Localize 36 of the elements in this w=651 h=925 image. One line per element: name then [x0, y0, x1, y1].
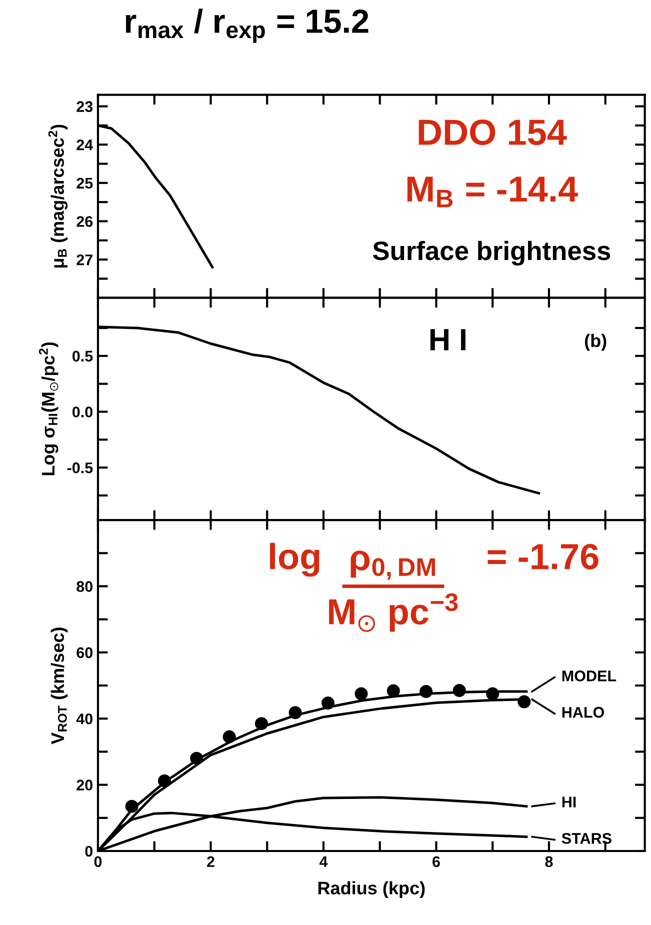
x-axis-title: Radius (kpc) [318, 881, 425, 898]
annotation: M$_{B}$ = -14.4 [407, 176, 578, 208]
x-tick-label: 6 [432, 856, 440, 868]
y-tick-label: 0.5 [72, 350, 93, 362]
x-tick-label: 2 [207, 856, 214, 867]
y-axis-title: V$_{ROT}$ (km/sec) [50, 628, 68, 744]
y-tick-label: 25 [76, 178, 93, 189]
y-tick-label: 26 [76, 216, 93, 227]
annotation: Surface brightness [372, 240, 610, 266]
legend-label: HALO [562, 706, 604, 718]
y-tick-label: 80 [76, 581, 92, 592]
annotation: log [270, 542, 320, 577]
annotation: (b) [584, 334, 606, 351]
legend-label: HI [562, 796, 576, 808]
legend-label: MODEL [562, 670, 616, 682]
y-axis-title: μ$_{B}$ (mag/arcsec$^{2}$) [48, 124, 68, 268]
y-tick-label: 27 [76, 254, 92, 266]
y-tick-label: 0.0 [72, 406, 92, 418]
annotation: ρ$_{0,DM}$ [350, 550, 435, 580]
chart-title: r$_{max}$ / r$_{exp}$ = 15.2 [126, 8, 368, 43]
y-tick-label: -0.5 [67, 462, 93, 474]
y-tick-label: 20 [76, 780, 92, 790]
annotation: = -1.76 [488, 544, 598, 570]
y-tick-label: 0 [85, 846, 92, 857]
x-tick-label: 8 [545, 856, 553, 868]
x-tick-label: 4 [319, 856, 328, 867]
y-tick-label: 24 [76, 139, 94, 150]
x-tick-label: 0 [94, 856, 102, 868]
annotation: M$_{⊙}$ pc$^{−3}$ [329, 593, 458, 632]
y-axis-title: Log σ$_{HI}$(M$_{⊙}$/pc$^{2}$) [38, 342, 58, 476]
annotation: H I [430, 329, 466, 350]
y-tick-label: 23 [76, 101, 93, 112]
annotation: DDO 154 [418, 120, 567, 146]
legend-label: STARS [562, 833, 612, 844]
y-tick-label: 40 [76, 713, 92, 724]
y-tick-label: 60 [76, 647, 92, 658]
